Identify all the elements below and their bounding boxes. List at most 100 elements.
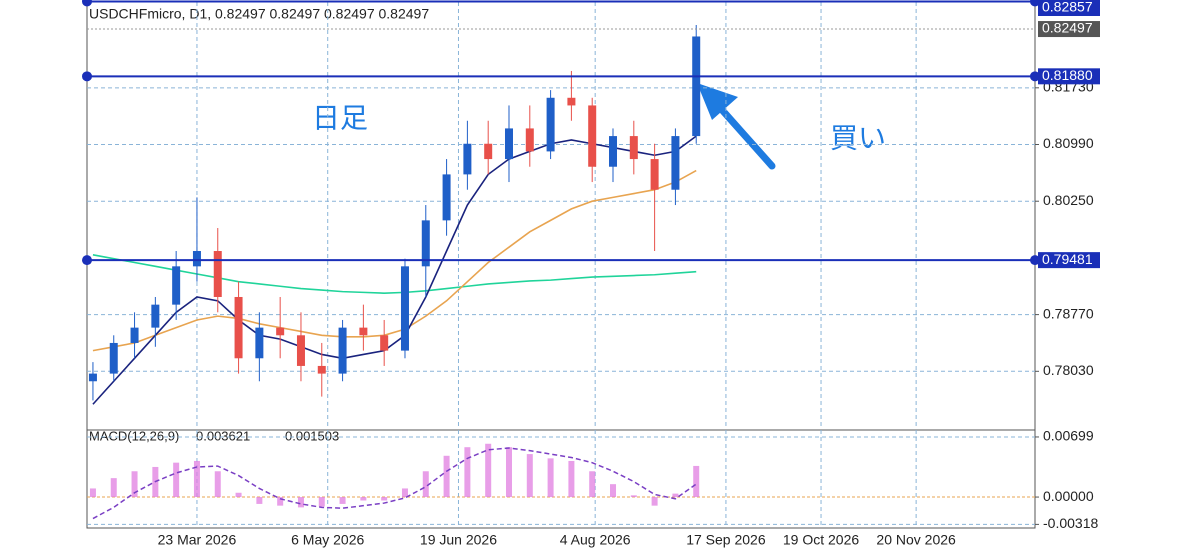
price-label-box [1038,21,1100,38]
candle-body [359,327,368,336]
x-tick-label: 19 Jun 2026 [420,532,497,548]
moving-average [92,169,697,352]
x-tick-label: 4 Aug 2026 [560,532,631,548]
histogram-bar [610,484,617,498]
candle-body [88,373,97,382]
candle-body [172,266,181,305]
candle-body [567,97,576,106]
arrow [697,83,776,170]
candle-body [192,251,201,267]
x-tick-label: 17 Sep 2026 [686,532,766,548]
arrow-shaft [711,98,776,170]
candle-body [421,220,430,267]
candle-body [650,159,659,190]
histogram-bar [173,462,180,498]
histogram-bar [277,497,284,506]
level-handle [82,0,92,7]
candle-body [255,327,264,359]
histogram-bar [381,497,388,501]
candle-body [213,251,222,297]
histogram-bar [214,471,221,498]
chart-title: USDCHFmicro, D1, 0.82497 0.82497 0.82497… [89,6,429,22]
histogram-bar [235,492,242,498]
price-label-box [1038,0,1100,16]
x-tick-label: 19 Oct 2026 [783,532,859,548]
x-tick-label: 23 Mar 2026 [158,532,237,548]
price-label-box [1038,68,1100,85]
candle-body [484,143,493,160]
histogram-bar [526,454,533,498]
candle-body [671,136,680,190]
histogram-bar [505,447,512,498]
candle-body [130,327,139,343]
candle-body [442,174,451,221]
candle-body [109,342,118,374]
histogram-bar [443,455,450,498]
candle-body [588,105,597,167]
histogram-bar [256,497,263,504]
candle-body [692,36,701,137]
y-tick-label: 0.78030 [1043,362,1094,378]
macd-signal-value: 0.001503 [285,428,339,443]
price-label: 0.79481 [1042,251,1093,267]
candle-body [317,365,326,374]
candle-body [400,266,409,351]
candle-body [525,128,534,152]
signal-line [92,447,697,520]
histogram-bar [651,497,658,506]
level-handle [1030,71,1040,82]
histogram-bar [693,465,700,498]
histogram-bar [89,488,96,498]
candle-body [296,335,305,366]
candle-body [609,136,618,167]
level-handle [1030,0,1040,7]
arrow-head [697,83,738,120]
histogram-bar [193,460,200,498]
annotation: 買い [830,122,886,153]
candle-body [276,327,285,336]
level-handle [1030,255,1040,266]
candle-body [234,296,243,359]
y-tick-label: 0.80250 [1043,192,1094,208]
histogram-bar [568,460,575,498]
annotation: 日足 [312,102,368,133]
histogram-bar [401,488,408,498]
candle-body [380,335,389,351]
histogram-bar [485,443,492,498]
histogram-bar [297,497,304,508]
histogram-bar [547,458,554,498]
histogram-bar [110,478,117,498]
x-tick-label: 20 Nov 2026 [876,532,956,548]
y-tick-label: 0.80990 [1043,135,1094,151]
moving-average [92,254,697,294]
y-tick-label: -0.00318 [1043,515,1098,531]
level-handle [82,255,92,266]
histogram-bar [464,447,471,498]
price-label: 0.82857 [1042,0,1093,15]
candle-body [504,128,513,160]
y-tick-label: 0.00699 [1043,428,1094,444]
y-tick-label: 0.78770 [1043,305,1094,321]
y-tick-label: 0.00000 [1043,488,1094,504]
macd-title: MACD(12,26,9) [89,428,179,443]
histogram-bar [672,493,679,498]
histogram-bar [339,497,346,504]
histogram-bar [589,471,596,498]
candle-body [151,304,160,328]
macd-main-value: 0.003621 [196,428,250,443]
level-handle [82,71,92,82]
candle-body [338,327,347,374]
candle-body [629,136,638,160]
histogram-bar [422,471,429,498]
histogram-bar [318,497,325,507]
plot-frame [86,1,1036,529]
x-tick-label: 6 May 2026 [291,532,364,548]
histogram-bar [360,497,367,501]
histogram-bar [630,495,637,498]
histogram-bar [131,471,138,498]
candle-body [463,143,472,175]
candle-body [546,97,555,152]
price-label-box [1038,252,1100,269]
